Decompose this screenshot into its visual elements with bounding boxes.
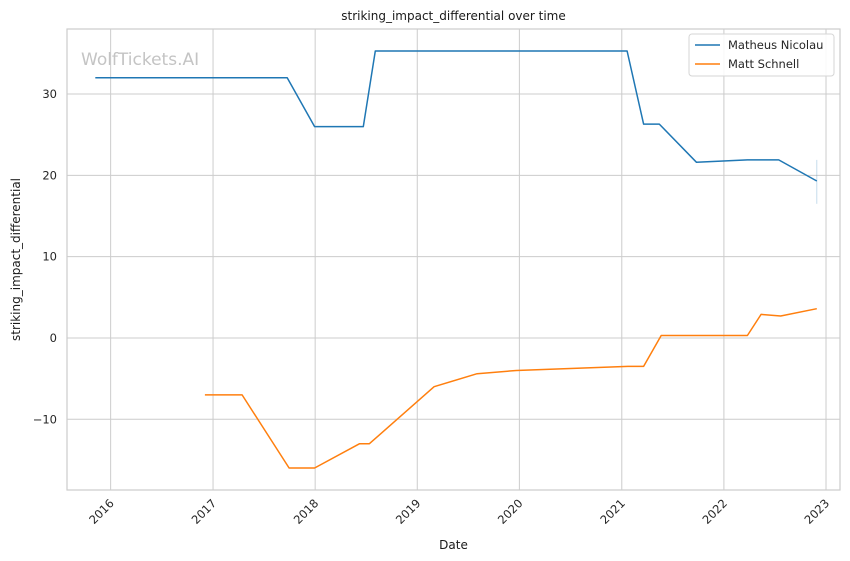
y-axis-label: striking_impact_differential [9,178,23,341]
series-layer [95,50,818,469]
x-tick-label: 2016 [86,496,117,527]
x-tick-label: 2020 [495,496,526,527]
y-tick-label: −10 [33,412,57,426]
y-tick-label: 20 [42,168,57,182]
x-tick-label: 2017 [189,496,220,527]
x-tick-label: 2023 [802,496,833,527]
legend-label: Matt Schnell [728,57,799,71]
chart-title: striking_impact_differential over time [341,9,566,23]
axis-ticks: 2016 2017 2018 2019 2020 2021 2022 2023 −10 0 10 20… [33,87,832,527]
x-tick-label: 2021 [597,496,628,527]
y-tick-label: 30 [42,87,57,101]
x-tick-label: 2019 [393,496,424,527]
x-tick-label: 2018 [291,496,322,527]
legend: Matheus Nicolau Matt Schnell [688,33,835,77]
series-line [204,307,817,469]
x-tick-label: 2022 [699,496,730,527]
watermark-text: WolfTickets.AI [81,50,199,70]
y-tick-label: 10 [42,250,57,264]
series-line [95,50,818,182]
legend-box [688,33,835,77]
x-axis-label: Date [439,538,468,552]
y-tick-label: 0 [50,331,57,345]
plot-area-frame [66,28,841,491]
grid [67,29,840,490]
legend-label: Matheus Nicolau [728,38,823,52]
